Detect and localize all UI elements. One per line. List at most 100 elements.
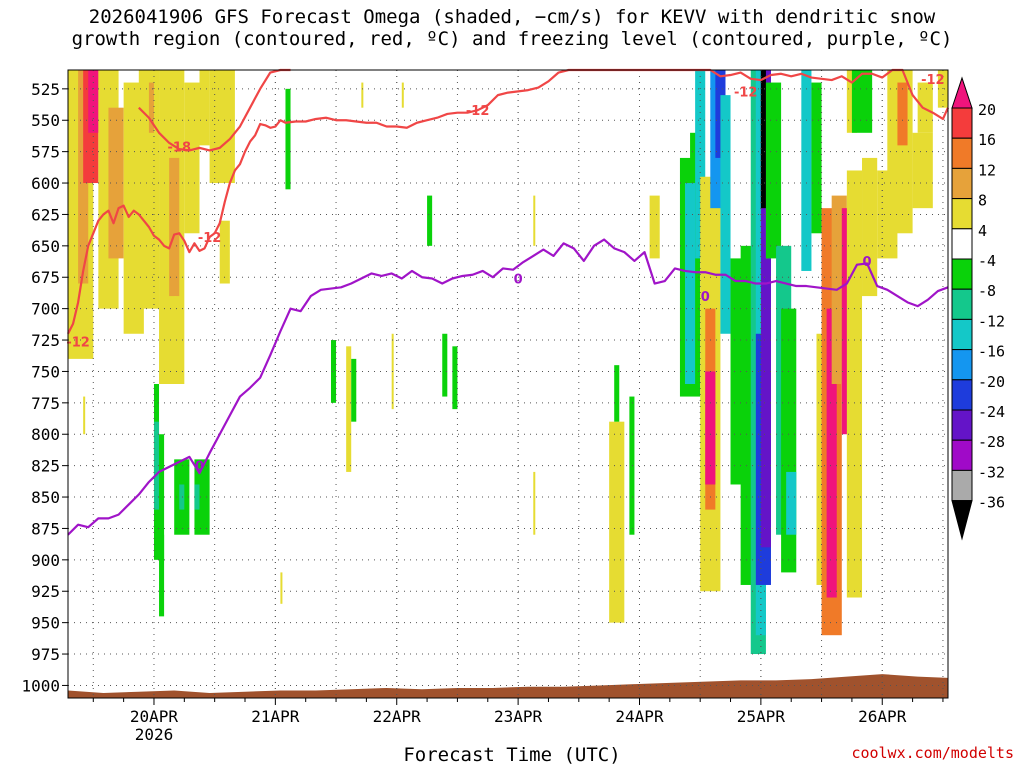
colorbar-label: -8 <box>978 282 996 300</box>
omega-cell <box>917 82 933 133</box>
colorbar-label: -32 <box>978 463 1005 481</box>
freezing-label: 0 <box>514 272 523 287</box>
dgz-label: -12 <box>921 73 945 88</box>
x-axis-label: Forecast Time (UTC) <box>403 744 621 766</box>
colorbar-segment <box>951 469 973 502</box>
omega-cell <box>912 132 933 209</box>
colorbar-segment <box>951 349 973 381</box>
x-tick-label: 20APR <box>130 707 179 726</box>
y-tick-label: 675 <box>31 268 60 287</box>
omega-cell <box>179 484 185 510</box>
omega-cell <box>153 421 160 510</box>
y-tick-label: 850 <box>31 488 60 507</box>
omega-cell <box>346 346 352 472</box>
omega-cell <box>148 82 154 133</box>
colorbar-segment <box>951 500 973 541</box>
y-tick-label: 975 <box>31 645 60 664</box>
dgz-label: -12 <box>66 335 90 350</box>
omega-cell <box>184 82 200 234</box>
x-tick-label: 23APR <box>494 707 543 726</box>
omega-cell <box>194 484 200 510</box>
ground-fill <box>68 674 948 698</box>
omega-cell <box>649 195 660 259</box>
omega-streak <box>174 296 177 384</box>
colorbar-label: 12 <box>978 161 996 179</box>
omega-cell <box>811 82 822 234</box>
omega-cell <box>705 371 716 485</box>
y-tick-label: 825 <box>31 457 60 476</box>
dgz-label: -12 <box>466 104 490 119</box>
omega-cell <box>88 70 99 133</box>
colorbar-label: -36 <box>978 494 1005 512</box>
ground-layer <box>68 674 948 698</box>
omega-cell <box>765 82 782 259</box>
x-tick-sublabel: 2026 <box>135 725 174 744</box>
colorbar-segment <box>951 198 973 230</box>
omega-streak <box>83 396 86 435</box>
x-tick-label: 24APR <box>615 707 664 726</box>
y-tick-label: 700 <box>31 300 60 319</box>
omega-cell <box>442 333 448 397</box>
omega-streak <box>533 471 536 535</box>
y-tick-label: 800 <box>31 425 60 444</box>
colorbar-label: -24 <box>978 403 1005 421</box>
colorbar-label: 20 <box>978 101 996 119</box>
y-tick-label: 575 <box>31 143 60 162</box>
colorbar-segment <box>951 76 973 109</box>
omega-cell <box>452 346 458 410</box>
omega-cell <box>153 434 165 560</box>
dgz-minus18-contour <box>138 68 291 152</box>
dgz-label: -12 <box>198 231 222 246</box>
colorbar-label: 16 <box>978 131 996 149</box>
omega-streak <box>401 82 404 108</box>
omega-cell <box>169 157 180 297</box>
y-tick-label: 750 <box>31 362 60 381</box>
omega-cell <box>427 195 433 246</box>
colorbar-segment <box>951 107 973 139</box>
omega-cell <box>851 70 873 133</box>
omega-cell <box>786 471 797 535</box>
colorbar-segment <box>951 228 973 260</box>
omega-cell <box>695 70 706 259</box>
y-tick-label: 625 <box>31 205 60 224</box>
omega-cell <box>330 340 337 403</box>
colorbar-label: 4 <box>978 222 987 240</box>
colorbar-label: 8 <box>978 192 987 210</box>
omega-cell <box>138 70 160 309</box>
omega-cell <box>760 70 766 209</box>
title-line-2: growth region (contoured, red, ºC) and f… <box>71 28 953 50</box>
plot-frame <box>67 69 949 699</box>
dgz-label: -18 <box>168 141 192 156</box>
credit-text: coolwx.com/modelts <box>851 744 1014 762</box>
omega-cell <box>685 183 696 384</box>
y-tick-label: 725 <box>31 331 60 350</box>
chart-title: 2026041906 GFS Forecast Omega (shaded, −… <box>0 6 1024 50</box>
colorbar-segment <box>951 258 973 290</box>
y-tick-label: 650 <box>31 237 60 256</box>
omega-cell <box>199 70 210 146</box>
x-tick-label: 26APR <box>858 707 907 726</box>
omega-cell <box>897 82 908 146</box>
omega-cell <box>629 396 635 535</box>
x-tick-label: 21APR <box>251 707 300 726</box>
omega-streak <box>361 82 364 108</box>
y-tick-label: 550 <box>31 111 60 130</box>
colorbar-segment <box>951 379 973 411</box>
omega-cell <box>720 95 731 334</box>
colorbar-label: -16 <box>978 343 1005 361</box>
omega-cell <box>614 365 620 422</box>
colorbar-segment <box>951 137 973 169</box>
omega-cell <box>351 358 357 422</box>
colorbar-segment <box>951 439 973 471</box>
colorbar: 20 16 12 8 4 -4 -8 -12 -16 -20 -24 -28 -32 -36 <box>951 76 1005 541</box>
y-axis: 525 550 575 600 625 650 675 700 725 750 775 800 825 8… <box>21 80 68 695</box>
omega-cell <box>219 220 230 284</box>
y-tick-label: 900 <box>31 551 60 570</box>
omega-shading <box>68 70 948 655</box>
colorbar-segment <box>951 318 973 351</box>
colorbar-segment <box>951 167 973 200</box>
y-tick-label: 1000 <box>21 676 60 695</box>
y-tick-label: 600 <box>31 174 60 193</box>
